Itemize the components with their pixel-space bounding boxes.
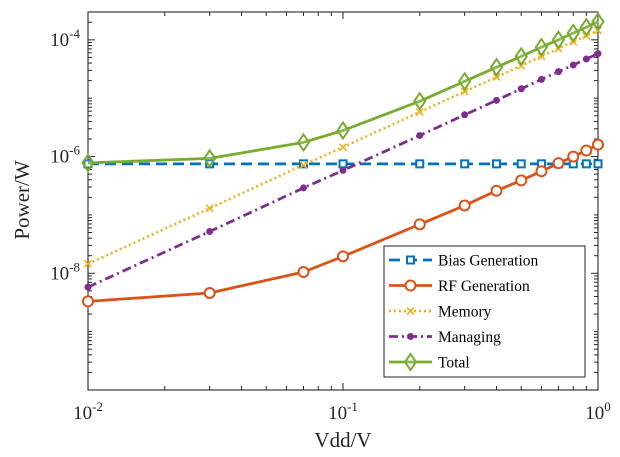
data-point <box>413 91 427 111</box>
x-tick-label: 100 <box>585 399 611 424</box>
data-point <box>582 55 590 63</box>
legend-marker <box>406 306 415 316</box>
data-point <box>299 160 308 169</box>
legend-label: Total <box>438 355 470 372</box>
legend: Bias Generation RF Generation Memory Managi… <box>383 245 586 378</box>
series-layer <box>81 11 605 308</box>
data-point <box>202 148 217 169</box>
data-point <box>205 204 214 213</box>
data-point <box>591 11 605 32</box>
data-point <box>569 61 577 69</box>
data-point <box>579 17 594 37</box>
data-point <box>338 159 348 169</box>
data-point <box>336 120 350 141</box>
data-point <box>338 143 348 152</box>
data-point <box>515 174 528 187</box>
data-point <box>514 46 528 67</box>
data-point <box>83 259 93 268</box>
data-point <box>492 159 502 169</box>
data-point <box>551 30 566 50</box>
legend-marker <box>406 255 415 265</box>
data-point <box>206 227 214 235</box>
legend-marker <box>403 352 418 372</box>
data-point <box>517 85 525 93</box>
data-point <box>460 87 469 96</box>
series-bias-generation <box>83 159 603 169</box>
data-point <box>516 159 526 169</box>
data-point <box>458 199 471 212</box>
data-point <box>82 295 94 308</box>
data-point <box>593 159 603 169</box>
data-point <box>581 159 591 169</box>
legend-label: Bias Generation <box>438 253 539 270</box>
axis-ticks <box>87 12 599 391</box>
data-point <box>296 132 311 153</box>
data-point <box>594 50 602 58</box>
data-point <box>203 286 216 299</box>
data-point <box>534 37 549 57</box>
legend-item: Memory <box>389 304 492 321</box>
data-point <box>592 138 604 151</box>
y-axis-title: Power/W <box>10 160 34 239</box>
data-point <box>81 153 95 173</box>
legend-item: Managing <box>389 329 501 346</box>
legend-item: Total <box>389 352 470 372</box>
data-point <box>567 150 580 163</box>
data-point <box>457 71 472 92</box>
data-point <box>300 184 307 192</box>
data-point <box>492 73 501 82</box>
tick-labels: 10-2 10-1 100 10-8 10-6 10-4 <box>50 26 611 424</box>
series-total <box>81 11 605 173</box>
y-tick-label: 10-8 <box>50 259 80 284</box>
legend-label: Managing <box>438 329 501 346</box>
legend-label: Memory <box>438 304 492 321</box>
legend-marker <box>407 333 414 340</box>
data-point <box>297 266 310 279</box>
legend-marker <box>404 279 417 292</box>
data-point <box>493 96 501 104</box>
series-managing <box>84 50 602 291</box>
data-point <box>415 159 425 169</box>
x-axis-title: Vdd/V <box>314 428 371 452</box>
data-point <box>490 184 503 197</box>
x-tick-label: 10-2 <box>73 399 103 424</box>
data-point <box>460 159 470 169</box>
data-point <box>416 131 424 139</box>
data-point <box>84 283 92 291</box>
y-tick-label: 10-6 <box>50 143 80 168</box>
y-tick-label: 10-4 <box>50 26 80 51</box>
legend-item: RF Generation <box>389 278 530 295</box>
x-tick-label: 10-1 <box>328 399 358 424</box>
data-point <box>461 111 469 119</box>
data-point <box>489 57 504 77</box>
legend-box <box>383 245 586 378</box>
series-line <box>87 20 599 165</box>
data-point <box>415 107 424 117</box>
data-point <box>535 165 548 178</box>
data-point <box>339 166 347 174</box>
series-rf-generation <box>82 138 604 308</box>
legend-label: RF Generation <box>438 278 530 295</box>
data-point <box>537 75 545 83</box>
data-point <box>337 250 349 263</box>
legend-item: Bias Generation <box>389 253 539 270</box>
data-point <box>580 144 593 157</box>
data-point <box>413 218 426 231</box>
data-point <box>566 23 581 43</box>
data-point <box>555 68 562 76</box>
data-point <box>552 157 565 170</box>
